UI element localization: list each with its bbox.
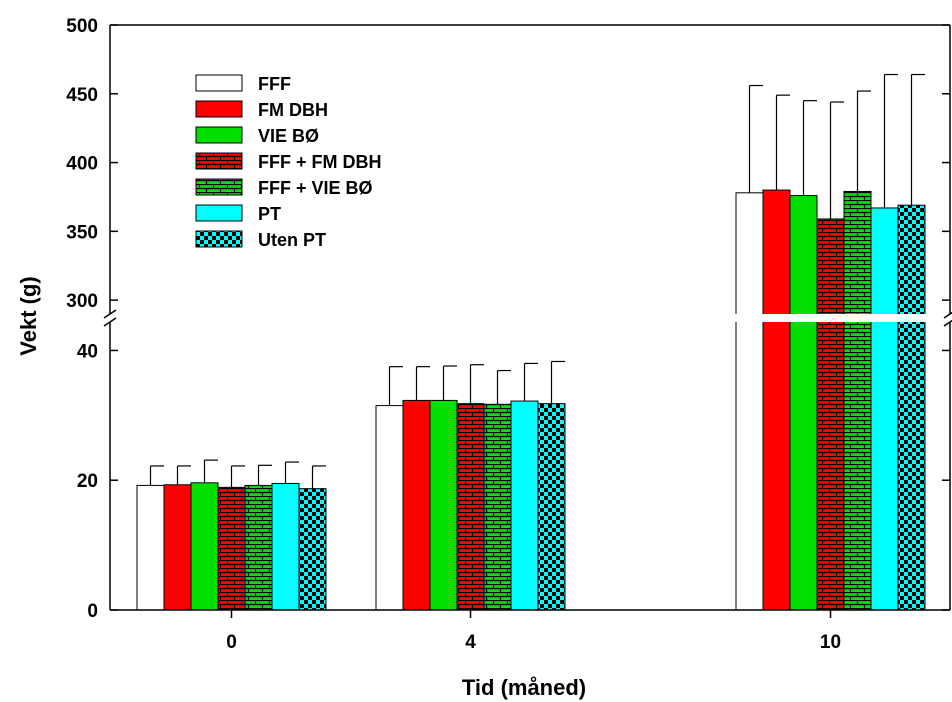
bar-uten-pt-t0 bbox=[298, 488, 327, 611]
plot-frame bbox=[109, 24, 951, 611]
error-bar-vie-b--t10 bbox=[802, 100, 817, 196]
legend-label: FFF bbox=[258, 74, 291, 94]
bar-pt-t4 bbox=[510, 400, 539, 611]
legend-swatch bbox=[195, 204, 243, 222]
legend-item: PT bbox=[195, 204, 281, 224]
error-bar-fm-dbh-t0 bbox=[176, 465, 191, 485]
legend-item: Uten PT bbox=[195, 230, 326, 250]
bar-vie-b--t10 bbox=[789, 195, 818, 611]
bar-fff-t4 bbox=[375, 405, 404, 611]
x-tick-label: 10 bbox=[820, 632, 841, 653]
legend-label: FFF + VIE BØ bbox=[258, 178, 373, 198]
error-bar-pt-t4 bbox=[523, 362, 538, 402]
legend-swatch bbox=[195, 126, 243, 144]
legend: FFF FM DBH VIE BØ FFF + FM DBH FFF + VIE BØ P… bbox=[195, 74, 382, 250]
legend-item: FFF + VIE BØ bbox=[195, 178, 373, 198]
legend-swatch bbox=[195, 100, 243, 118]
y-tick-label: 400 bbox=[66, 154, 98, 175]
legend-label: FFF + FM DBH bbox=[258, 152, 382, 172]
bar-fm-dbh-t10 bbox=[762, 189, 791, 611]
bar-vie-b--t4 bbox=[429, 399, 458, 611]
y-tick-label: 20 bbox=[77, 471, 98, 492]
x-tick-label: 4 bbox=[465, 632, 476, 653]
bar-fff-vie-b--t0 bbox=[244, 484, 273, 611]
error-bar-fff-vie-b--t4 bbox=[496, 369, 511, 405]
error-bar-vie-b--t4 bbox=[442, 365, 457, 401]
tick-layer: 0 20 40 300 350 400 450 500 0 4 10 bbox=[66, 16, 950, 653]
error-bar-fff-vie-b--t10 bbox=[856, 90, 871, 192]
legend-label: VIE BØ bbox=[258, 126, 319, 146]
axis-break-gap bbox=[106, 314, 952, 322]
error-bar-uten-pt-t10 bbox=[910, 73, 925, 206]
error-bar-fm-dbh-t4 bbox=[415, 366, 430, 401]
bar-fff-fm-dbh-t4 bbox=[456, 403, 485, 611]
y-tick-label: 450 bbox=[66, 85, 98, 106]
error-bar-fff-fm-dbh-t10 bbox=[829, 101, 844, 219]
legend-item: FM DBH bbox=[195, 100, 328, 120]
error-bar-uten-pt-t4 bbox=[550, 360, 565, 404]
y-tick-label: 500 bbox=[66, 16, 98, 37]
error-bar-fff-t0 bbox=[149, 465, 164, 486]
bar-fff-t10 bbox=[735, 192, 764, 611]
bar-pt-t0 bbox=[271, 482, 300, 611]
legend-swatch bbox=[195, 178, 243, 196]
y-tick-label: 300 bbox=[66, 291, 98, 312]
legend-swatch bbox=[195, 74, 243, 92]
bar-fff-fm-dbh-t10 bbox=[816, 218, 845, 611]
y-axis-label: Vekt (g) bbox=[16, 276, 41, 355]
y-tick-label: 40 bbox=[77, 341, 98, 362]
error-bars-layer bbox=[149, 73, 925, 489]
legend-item: FFF bbox=[195, 74, 291, 94]
legend-item: FFF + FM DBH bbox=[195, 152, 382, 172]
error-bar-fff-t10 bbox=[748, 84, 763, 193]
bar-fm-dbh-t0 bbox=[163, 484, 192, 611]
bar-vie-b--t0 bbox=[190, 482, 219, 611]
bar-fff-t0 bbox=[136, 484, 165, 611]
legend-label: Uten PT bbox=[258, 230, 326, 250]
bar-uten-pt-t10 bbox=[897, 204, 926, 611]
error-bar-uten-pt-t0 bbox=[311, 465, 326, 489]
x-tick-label: 0 bbox=[226, 632, 237, 653]
bar-fff-vie-b--t4 bbox=[483, 403, 512, 611]
y-tick-label: 350 bbox=[66, 222, 98, 243]
bar-fm-dbh-t4 bbox=[402, 399, 431, 611]
error-bar-fff-fm-dbh-t4 bbox=[469, 364, 484, 404]
bar-pt-t10 bbox=[870, 207, 899, 611]
error-bar-fm-dbh-t10 bbox=[775, 94, 790, 191]
x-axis-label: Tid (måned) bbox=[462, 675, 586, 700]
bar-fff-vie-b--t10 bbox=[843, 190, 872, 611]
legend-swatch bbox=[195, 230, 243, 248]
bar-uten-pt-t4 bbox=[537, 403, 566, 611]
y-tick-label: 0 bbox=[87, 601, 98, 622]
legend-label: PT bbox=[258, 204, 281, 224]
error-bar-vie-b--t0 bbox=[203, 459, 218, 483]
bar-fff-fm-dbh-t0 bbox=[217, 486, 246, 611]
bars-layer bbox=[136, 189, 926, 611]
error-bar-fff-t4 bbox=[388, 366, 403, 406]
legend-label: FM DBH bbox=[258, 100, 328, 120]
error-bar-fff-vie-b--t0 bbox=[257, 464, 272, 486]
legend-swatch bbox=[195, 152, 243, 170]
error-bar-pt-t0 bbox=[284, 461, 299, 484]
legend-item: VIE BØ bbox=[195, 126, 319, 146]
error-bar-fff-fm-dbh-t0 bbox=[230, 465, 245, 488]
error-bar-pt-t10 bbox=[883, 73, 898, 208]
